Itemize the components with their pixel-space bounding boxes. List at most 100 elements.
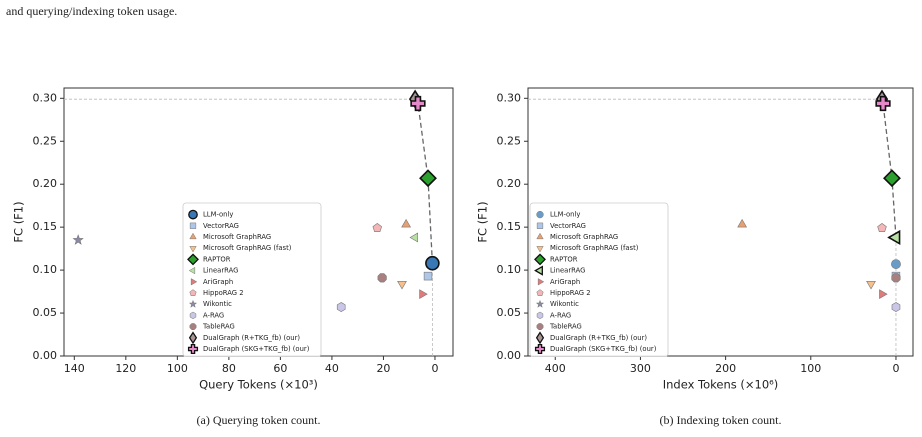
marker [72,234,84,245]
x-axis-label: Query Tokens (×10³) [199,378,318,392]
marker [879,289,888,300]
legend-label: HippoRAG 2 [550,289,591,297]
x-tick-label: 40 [325,362,339,375]
marker [875,95,891,112]
legend-label: Wikontic [203,300,232,308]
x-tick-label: 100 [800,362,821,375]
marker [534,343,546,355]
marker [187,343,199,355]
y-tick-label: 0.05 [33,306,58,319]
legend-label: Microsoft GraphRAG [550,233,618,241]
marker [409,232,418,243]
legend-label: DualGraph (R+TKG_fb) (our) [550,334,647,342]
y-axis-label: FC (F1) [476,201,490,242]
marker [866,281,876,290]
legend-label: AriGraph [550,278,580,286]
x-tick-label: 80 [222,362,236,375]
legend-label: Microsoft GraphRAG (fast) [203,244,292,252]
marker [189,222,197,229]
legend-label: Microsoft GraphRAG [203,233,271,241]
x-tick-label: 300 [630,362,651,375]
x-tick-label: 140 [64,362,85,375]
x-tick-label: 60 [273,362,287,375]
figure-caption: and querying/indexing token usage. [6,4,177,18]
x-tick-label: 200 [715,362,736,375]
legend-label: TableRAG [549,323,582,331]
marker [535,331,545,345]
legend-label: LinearRAG [203,267,238,275]
marker [535,299,545,308]
x-tick-label: 0 [431,362,438,375]
x-tick-label: 20 [376,362,390,375]
legend-label: DualGraph (SKG+TKG_fb) (our) [203,345,310,353]
marker [189,311,197,320]
y-tick-label: 0.25 [33,134,58,147]
x-tick-label: 0 [892,362,899,375]
marker [534,253,546,266]
marker [187,253,199,266]
marker [536,289,544,296]
marker [877,223,887,233]
marker [397,281,407,290]
marker [419,169,437,188]
legend-label: Microsoft GraphRAG (fast) [550,244,639,252]
marker [891,273,901,283]
y-tick-label: 0.05 [497,306,522,319]
x-axis-label: Index Tokens (×10⁶) [663,378,779,392]
legend-label: LLM-only [203,211,233,219]
x-tick-label: 120 [115,362,136,375]
marker [189,232,197,240]
legend-label: DualGraph (SKG+TKG_fb) (our) [550,345,657,353]
marker [188,331,198,345]
marker [377,273,387,283]
marker [534,265,543,276]
legend-box [182,202,322,358]
legend-label: VectorRAG [203,222,239,230]
marker [419,289,428,300]
y-tick-label: 0.30 [33,91,58,104]
plot-area [527,87,914,357]
marker [536,222,544,229]
marker [425,255,440,271]
marker [536,232,544,240]
marker [190,278,198,286]
legend-label: DualGraph (R+TKG_fb) (our) [203,334,300,342]
marker [188,209,198,220]
legend-label: HippoRAG 2 [203,289,244,297]
y-tick-label: 0.20 [33,177,58,190]
marker [536,323,544,330]
marker [188,299,198,308]
marker [189,246,197,253]
marker [189,323,197,330]
legend-label: LinearRAG [550,267,585,275]
legend-label: VectorRAG [550,222,586,230]
marker [536,210,544,219]
marker [891,302,901,312]
marker [536,246,544,253]
marker [536,311,544,320]
legend-box [529,202,669,358]
legend-label: A-RAG [550,311,571,319]
y-tick-label: 0.10 [497,263,522,276]
legend-label: A-RAG [203,311,224,319]
marker [189,289,197,296]
y-tick-label: 0.00 [33,349,58,362]
y-tick-label: 0.25 [497,134,522,147]
legend-label: Wikontic [550,300,579,308]
legend-label: AriGraph [203,278,233,286]
subcaption: (b) Indexing token count. [660,413,782,427]
marker [423,271,433,281]
y-tick-label: 0.20 [497,177,522,190]
subcaption: (a) Querying token count. [197,413,321,427]
marker [537,278,545,286]
legend-label: LLM-only [550,211,580,219]
marker [891,259,901,269]
y-tick-label: 0.00 [497,349,522,362]
y-tick-label: 0.15 [497,220,522,233]
y-tick-label: 0.10 [33,263,58,276]
marker [188,266,196,275]
marker [737,218,748,228]
marker [883,169,901,188]
marker [887,229,901,246]
marker [401,218,412,228]
